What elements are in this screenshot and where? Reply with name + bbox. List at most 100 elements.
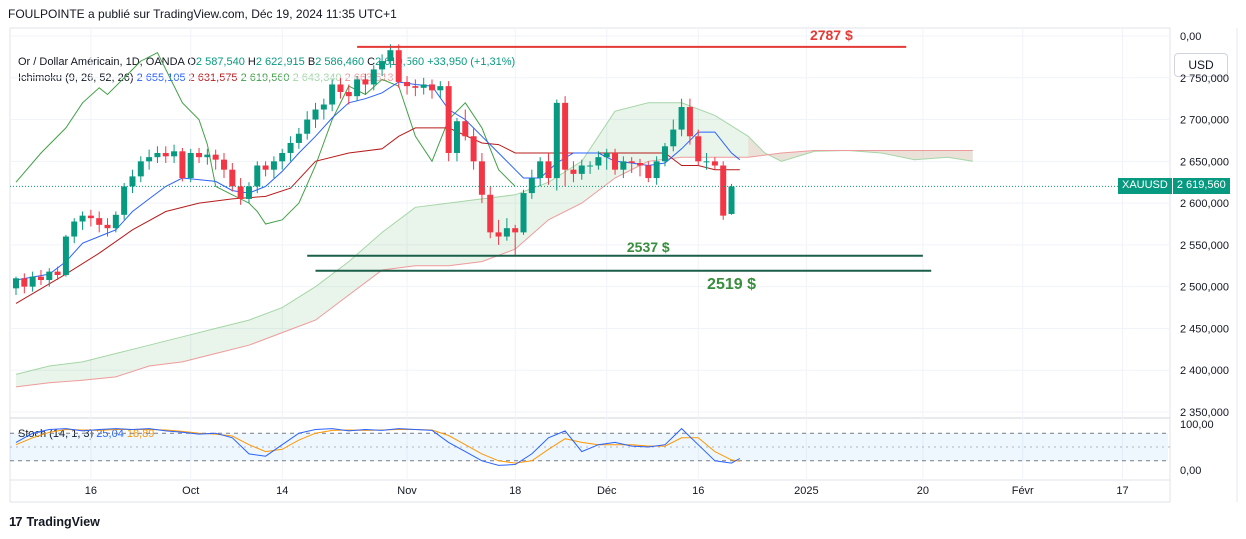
candle-body — [520, 193, 527, 233]
candle-body — [121, 186, 128, 215]
candle-body — [104, 224, 111, 229]
candle-body — [703, 161, 710, 163]
ohlc-value: 2 586,460 — [315, 56, 365, 68]
candle-body — [229, 169, 236, 187]
x-tick-label: Déc — [597, 485, 617, 497]
candle-body — [162, 152, 169, 157]
candle-body — [71, 221, 78, 237]
candle-body — [54, 271, 61, 275]
ohlc-key: O — [187, 56, 196, 68]
candle-body — [587, 165, 594, 167]
candle-body — [453, 121, 460, 153]
stoch-value: 18,89 — [124, 428, 155, 440]
candle-body — [112, 214, 119, 229]
candle-body — [262, 165, 269, 170]
x-tick-label: 16 — [692, 485, 704, 497]
candle-body — [595, 157, 602, 166]
candle-body — [370, 69, 377, 85]
stoch-tick-label: 0,00 — [1180, 465, 1201, 477]
candle-body — [337, 84, 344, 92]
stoch-k-line — [15, 427, 741, 466]
candle-body — [645, 165, 652, 179]
candle-body — [187, 152, 194, 179]
candle-body — [720, 165, 727, 216]
candle-body — [171, 151, 178, 157]
y-tick-label: 0,00 — [1180, 31, 1201, 43]
candle-body — [379, 61, 386, 70]
symbol-title: Or / Dollar Américain, 1D, OANDA — [18, 56, 185, 68]
ohlc-key: B — [304, 56, 316, 68]
candle-body — [395, 50, 402, 82]
level-label: 2537 $ — [627, 239, 670, 255]
x-tick-label: 14 — [276, 485, 288, 497]
price-change: +33,950 (+1,31%) — [427, 56, 516, 68]
plot-frame — [9, 27, 1171, 503]
candle-body — [528, 178, 535, 194]
candle-body — [670, 129, 677, 147]
stoch-title: Stoch (14, 1, 3) — [18, 428, 93, 440]
candle-body — [37, 276, 44, 280]
tradingview-brand: TradingView — [26, 514, 100, 529]
candle-body — [62, 236, 69, 275]
stoch-legend: Stoch (14, 1, 3) 25,04 18,89 — [18, 428, 154, 440]
x-tick-label: 16 — [85, 485, 97, 497]
candle-body — [695, 136, 702, 162]
candle-body — [29, 276, 36, 287]
candle-body — [137, 161, 144, 177]
candle-body — [637, 163, 643, 166]
candle-body — [612, 152, 619, 170]
y-tick-label: 2 500,000 — [1180, 282, 1229, 294]
candle-body — [221, 159, 227, 170]
candle-body — [295, 133, 302, 143]
candle-body — [79, 215, 86, 222]
ichimoku-cloud-bull — [16, 102, 973, 387]
kijun-sen — [15, 127, 740, 304]
candle-body — [545, 161, 552, 179]
last-price-tag: XAUUSD 2 619,560 — [1118, 178, 1230, 195]
candle-body — [146, 157, 153, 162]
senkou-span-a — [15, 102, 973, 375]
y-tick-label: 2 750,000 — [1180, 73, 1229, 85]
candle-body — [429, 84, 435, 91]
chikou-span — [15, 52, 516, 225]
y-tick-label: 2 350,000 — [1180, 407, 1229, 419]
candle-body — [470, 136, 477, 162]
candle-body — [387, 50, 394, 62]
candle-body — [212, 154, 219, 160]
candle-body — [196, 152, 203, 158]
candle-body — [254, 165, 261, 187]
candle-body — [237, 186, 244, 199]
candle-body — [553, 102, 560, 179]
candle-body — [354, 79, 361, 97]
ohlc-value: 2 587,540 — [195, 56, 245, 68]
y-tick-label: 2 650,000 — [1180, 156, 1229, 168]
candle-body — [537, 161, 544, 179]
candle-body — [628, 161, 635, 164]
candle-body — [362, 79, 369, 85]
x-tick-label: 18 — [509, 485, 521, 497]
y-tick-label: 2 600,000 — [1180, 198, 1229, 210]
candle-body — [661, 146, 668, 162]
candle-body — [21, 278, 28, 287]
candle-body — [245, 186, 252, 199]
ohlc-key: H — [244, 56, 256, 68]
tradingview-logo[interactable]: 17 TradingView — [9, 514, 100, 529]
price-tag-symbol: XAUUSD — [1118, 178, 1173, 195]
x-tick-label: 17 — [1116, 485, 1128, 497]
candle-body — [312, 109, 319, 120]
candle-body — [304, 119, 311, 134]
stoch-value: 25,04 — [96, 428, 124, 440]
candle-body — [437, 86, 444, 91]
currency-selector[interactable]: USD — [1174, 53, 1228, 77]
tradingview-logo-icon: 17 — [9, 514, 23, 529]
stoch-tick-label: 100,00 — [1180, 419, 1214, 431]
candle-body — [87, 215, 94, 219]
candle-body — [404, 81, 411, 87]
publisher-caption: FOULPOINTE a publié sur TradingView.com,… — [8, 7, 397, 21]
candle-body — [653, 161, 660, 179]
candle-body — [728, 186, 735, 214]
candle-body — [495, 232, 502, 237]
candle-body — [578, 165, 585, 174]
x-tick-label: 20 — [917, 485, 929, 497]
